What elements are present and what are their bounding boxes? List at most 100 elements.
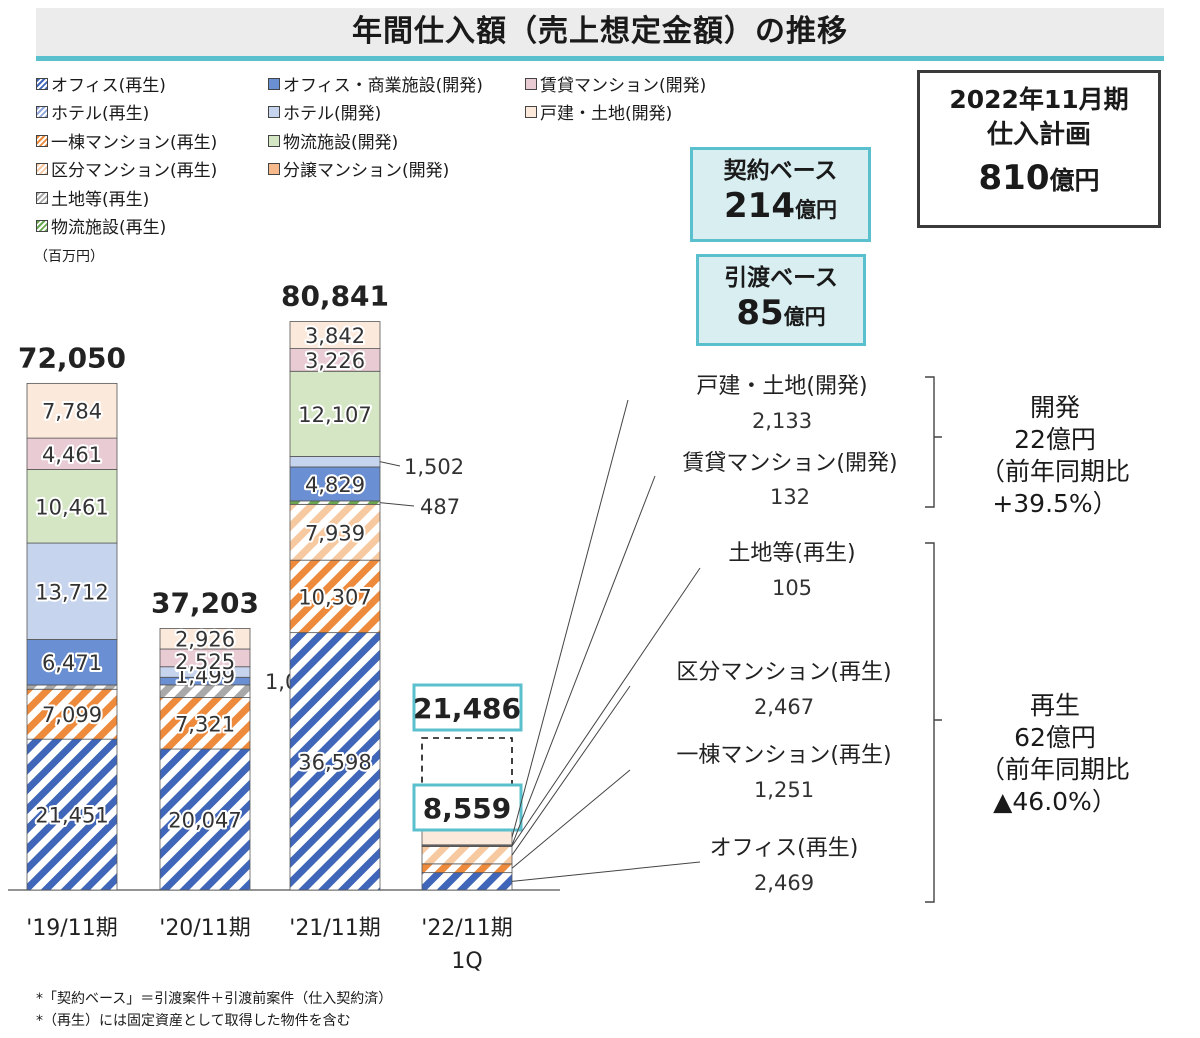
legend-label: 物流施設(開発) [283, 133, 399, 153]
delivery-unit: 億円 [783, 305, 826, 329]
segment-value-label: 1,502 [404, 455, 464, 479]
segment-value-label: 4,829 [305, 473, 365, 497]
segment-value-label: 7,321 [175, 712, 235, 736]
breakdown-value: 2,133 [752, 409, 812, 433]
breakdown-leader-line [511, 769, 631, 869]
segment-value-label: 1,499 [175, 664, 235, 688]
breakdown-value: 105 [772, 576, 812, 600]
segment-value-label: 10,461 [35, 495, 108, 519]
legend-swatch [36, 135, 48, 147]
legend-label: 物流施設(再生) [51, 218, 167, 238]
breakdown-leader-line [511, 567, 701, 847]
segment-value-label: 12,107 [298, 403, 371, 427]
segment-value-label: 3,842 [305, 324, 365, 348]
x-tick-label: '20/11期 [159, 916, 250, 941]
legend-swatch [525, 106, 537, 118]
legend-item: 分譲マンション(開発) [268, 161, 449, 181]
segment-value-label: 7,099 [42, 703, 102, 727]
segment-value-label: 13,712 [35, 580, 108, 604]
legend-swatch [36, 220, 48, 232]
segment-value-label: 487 [420, 495, 460, 519]
bar-segment [289, 370, 381, 457]
legend-label: オフィス(再生) [51, 76, 166, 96]
bar-segment [159, 748, 251, 891]
reno-summary-yoy-value: ▲46.0%） [993, 787, 1117, 816]
legend-swatch [36, 78, 48, 90]
plan-box: 2022年11月期 仕入計画 810億円 [917, 70, 1161, 228]
legend-swatch [268, 78, 280, 90]
reno-summary-amount: 62億円 [1014, 723, 1096, 752]
legend-item: 一棟マンション(再生) [36, 133, 217, 153]
reno-bracket [925, 542, 942, 903]
breakdown-label: 土地等(再生) [728, 541, 855, 566]
breakdown-label: 賃貸マンション(開発) [682, 451, 897, 476]
contract-total-box [412, 683, 523, 732]
segment-value-label: 36,598 [298, 750, 371, 774]
segment-value-label: 7,784 [42, 400, 102, 424]
legend-label: 戸建・土地(開発) [540, 104, 673, 124]
dev-summary-yoy-value: +39.5%） [992, 489, 1118, 518]
segment-value-label: 4,461 [42, 443, 102, 467]
bar-segment [289, 466, 381, 502]
x-tick-label: '21/11期 [289, 916, 380, 941]
legend-label: 区分マンション(再生) [51, 161, 218, 181]
plan-value-line: 810億円 [920, 153, 1158, 209]
x-tick-label: 1Q [451, 949, 482, 974]
legend-label: 一棟マンション(再生) [51, 133, 218, 153]
bar-total-label: 72,050 [18, 341, 126, 374]
breakdown-value: 2,467 [754, 695, 814, 719]
legend-item: 戸建・土地(開発) [525, 104, 672, 124]
bar-segment [289, 503, 381, 561]
contract-box: 契約ベース 214億円 [690, 147, 871, 242]
dev-summary-yoy-label: （前年同期比 [979, 457, 1130, 486]
bar-total-label: 37,203 [151, 586, 259, 619]
delivery-box: 引渡ベース 85億円 [696, 254, 866, 346]
bar-segment [421, 863, 513, 874]
delivery-value: 85 [736, 293, 784, 333]
bar-segment [289, 559, 381, 634]
plan-line2: 仕入計画 [986, 120, 1091, 150]
legend-item: ホテル(開発) [268, 104, 381, 124]
plan-unit: 億円 [1049, 166, 1100, 195]
breakdown-leader-line [511, 399, 629, 838]
reno-summary: 再生 62億円 （前年同期比 ▲46.0%） [950, 690, 1160, 818]
bar-segment [26, 639, 118, 686]
segment-value-label: 2,926 [175, 628, 235, 652]
breakdown-label: オフィス(再生) [710, 836, 859, 861]
legend-label: 賃貸マンション(開発) [540, 76, 707, 96]
segment-value-label: 6,471 [42, 651, 102, 675]
dev-bracket [925, 376, 942, 508]
legend-item: 区分マンション(再生) [36, 161, 217, 181]
legend-swatch [36, 192, 48, 204]
reno-summary-yoy-label: （前年同期比 [979, 755, 1130, 784]
legend-item: オフィス・商業施設(開発) [268, 76, 483, 96]
x-tick-label: '19/11期 [26, 916, 117, 941]
legend-label: 分譲マンション(開発) [283, 161, 450, 181]
contract-value: 214 [724, 186, 795, 226]
segment-value-label: 2,525 [175, 650, 235, 674]
segment-value-label: 3,226 [305, 349, 365, 373]
breakdown-label: 戸建・土地(開発) [696, 374, 867, 399]
bar-segment [289, 632, 381, 891]
bar-segment [26, 688, 118, 740]
legend-label: ホテル(再生) [51, 104, 150, 124]
contract-unit: 億円 [794, 198, 837, 222]
annotation-leader-line [379, 502, 415, 507]
legend-item: オフィス(再生) [36, 76, 166, 96]
title-bar: 年間仕入額（売上想定金額）の推移 [36, 8, 1164, 61]
legend-item: ホテル(再生) [36, 104, 149, 124]
bar-segment [421, 872, 513, 891]
legend-item: 物流施設(開発) [268, 133, 398, 153]
breakdown-leader-line [511, 861, 701, 882]
legend-label: ホテル(開発) [283, 104, 382, 124]
bar-total-label: 80,841 [281, 280, 389, 313]
bar-segment [289, 321, 381, 349]
legend-swatch [36, 163, 48, 175]
dev-summary: 開発 22億円 （前年同期比 +39.5%） [950, 392, 1160, 520]
dev-summary-title: 開発 [1029, 393, 1080, 422]
breakdown-value: 2,469 [754, 871, 814, 895]
x-tick-label: '22/11期 [421, 916, 512, 941]
bar-segment [289, 455, 381, 468]
breakdown-value: 1,251 [754, 778, 814, 802]
